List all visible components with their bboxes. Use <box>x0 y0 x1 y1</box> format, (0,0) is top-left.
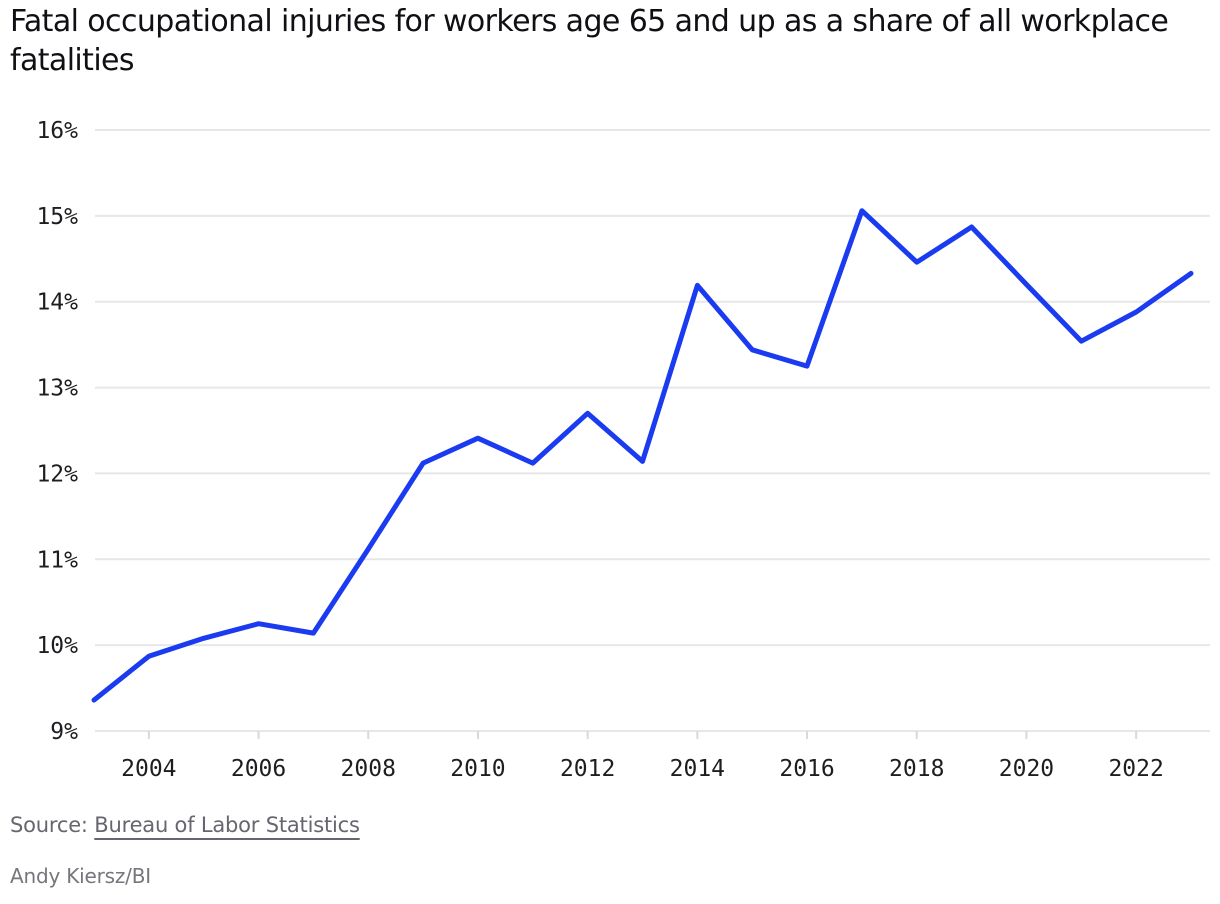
y-axis-label: 13% <box>36 376 78 402</box>
x-axis-label: 2020 <box>999 756 1054 782</box>
x-axis-label: 2014 <box>670 756 725 782</box>
x-axis-label: 2010 <box>450 756 505 782</box>
y-axis-label: 15% <box>36 204 78 230</box>
x-axis-label: 2012 <box>560 756 615 782</box>
credit-label: Andy Kiersz/BI <box>10 864 151 888</box>
x-axis-label: 2022 <box>1108 756 1163 782</box>
y-axis-label: 12% <box>36 461 78 487</box>
y-axis-label: 10% <box>36 633 78 659</box>
source-link[interactable]: Bureau of Labor Statistics <box>94 813 360 837</box>
x-axis-label: 2008 <box>341 756 396 782</box>
y-axis-label: 14% <box>36 290 78 316</box>
source-label: Source: <box>10 813 95 837</box>
source-line: Source: Bureau of Labor Statistics <box>10 813 360 837</box>
x-axis-label: 2016 <box>779 756 834 782</box>
y-axis-label: 16% <box>36 118 78 144</box>
x-axis-label: 2006 <box>231 756 286 782</box>
page-title: Fatal occupational injuries for workers … <box>10 4 1169 78</box>
x-axis-label: 2004 <box>121 756 176 782</box>
x-axis-label: 2018 <box>889 756 944 782</box>
data-line <box>91 208 1194 703</box>
y-axis-label: 11% <box>36 547 78 573</box>
y-axis-label: 9% <box>50 719 78 745</box>
